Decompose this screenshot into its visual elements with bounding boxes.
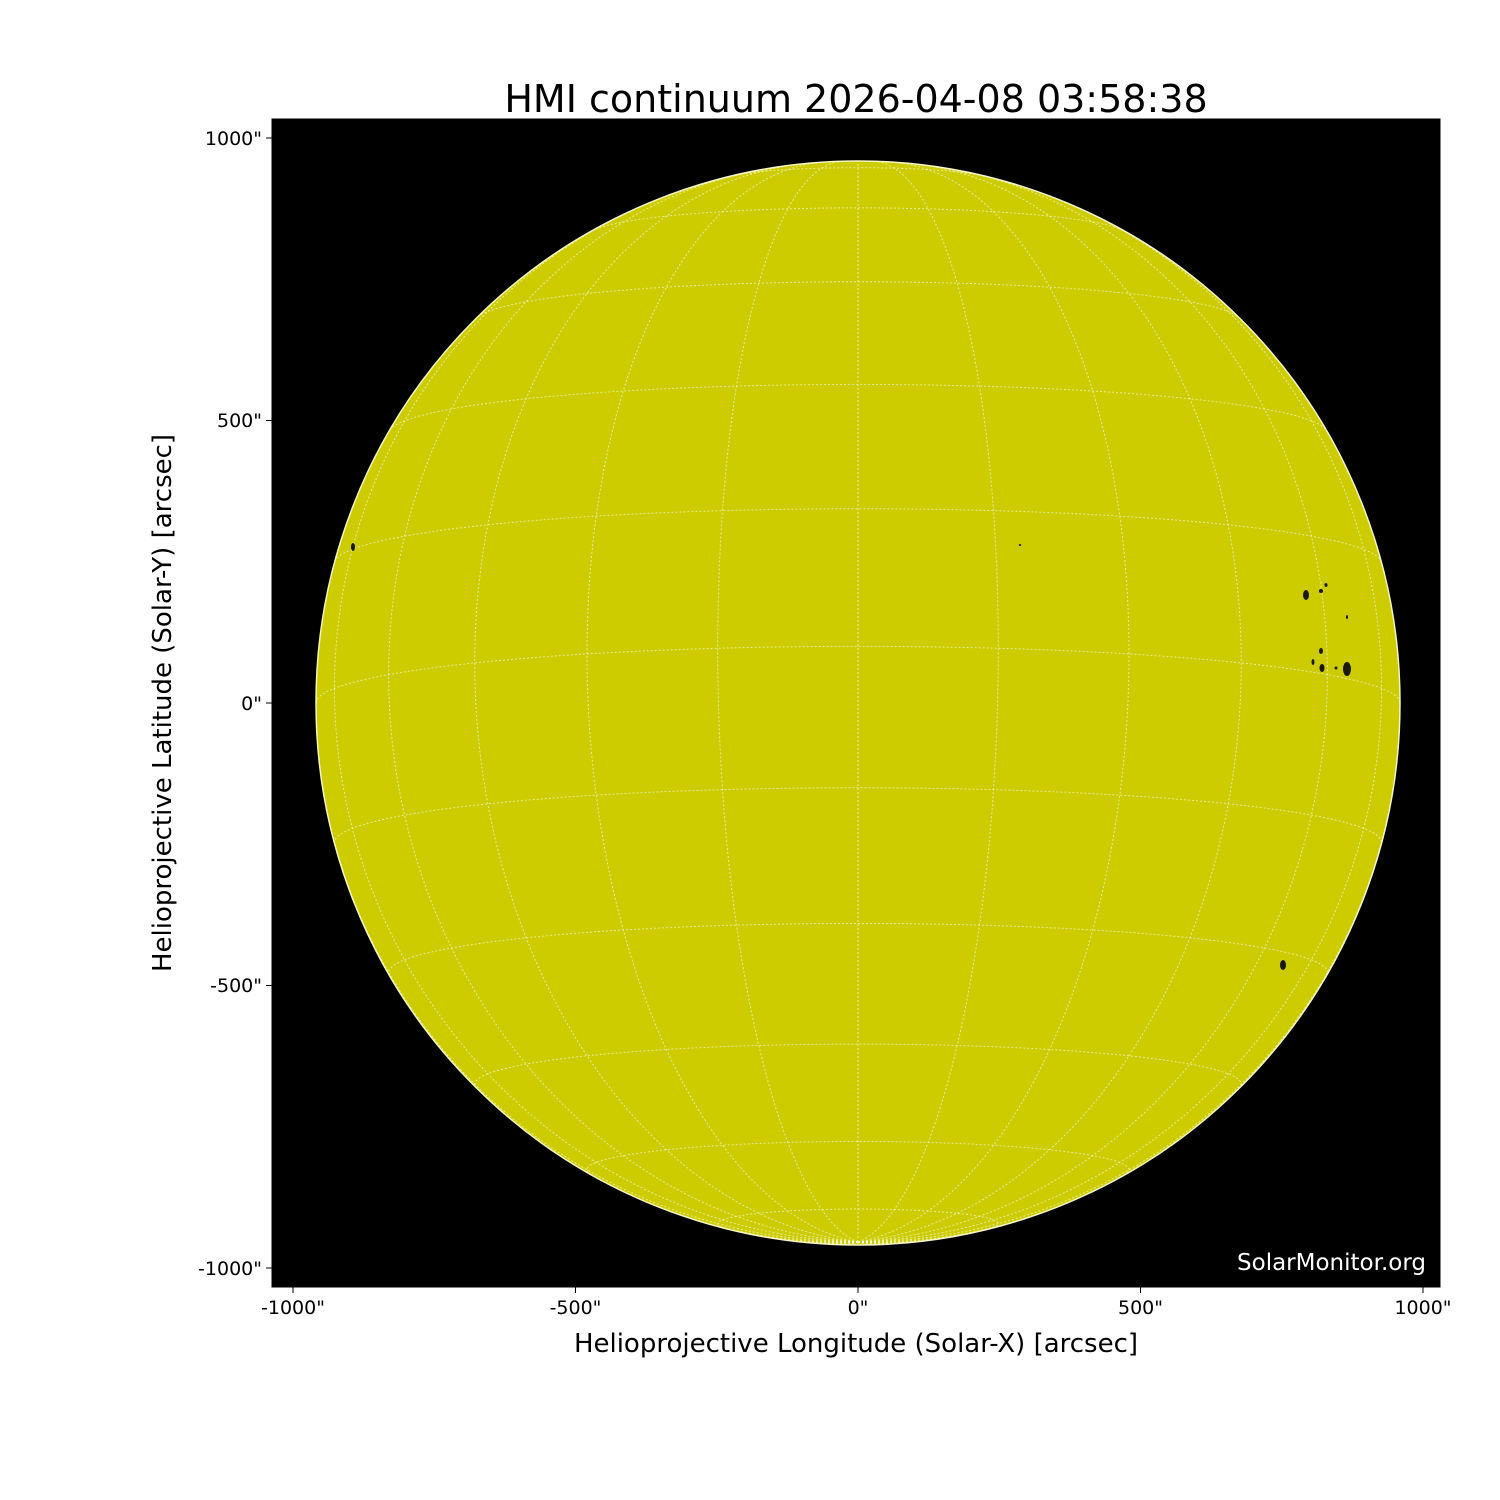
latitude-line <box>586 1141 1130 1176</box>
sunspot <box>1319 648 1323 654</box>
latitude-line <box>388 923 1328 976</box>
x-tick-label: 0" <box>848 1297 869 1319</box>
y-tick-label: 500" <box>217 410 262 432</box>
watermark: SolarMonitor.org <box>1237 1250 1426 1276</box>
longitude-line <box>857 169 1328 1243</box>
sunspot <box>1319 664 1325 672</box>
sunspot <box>1311 659 1315 665</box>
sunspot <box>1324 583 1328 587</box>
longitude-line <box>857 161 999 1243</box>
longitude-line <box>857 1241 873 1245</box>
latitude-line <box>717 1208 999 1230</box>
y-tick-label: -1000" <box>198 1258 262 1280</box>
longitude-line <box>857 1241 912 1244</box>
longitude-line <box>334 200 859 1243</box>
latitude-line <box>389 383 1327 431</box>
y-tick-label: 1000" <box>205 128 262 150</box>
plot-title: HMI continuum 2026-04-08 03:58:38 <box>504 77 1207 121</box>
heliographic-grid <box>316 161 1400 1245</box>
longitude-line <box>717 161 859 1243</box>
latitude-line <box>591 207 1125 232</box>
latitude-line <box>334 787 1382 844</box>
longitude-line <box>857 1241 887 1245</box>
longitude-line <box>768 1237 859 1244</box>
sunspots <box>351 543 1351 970</box>
y-axis-label: Helioprojective Latitude (Solar-Y) [arcs… <box>148 434 178 972</box>
latitude-line <box>477 281 1239 318</box>
sunspot <box>1334 666 1338 670</box>
longitude-line <box>474 163 859 1243</box>
latitude-line <box>729 167 987 177</box>
x-tick-label: -1000" <box>261 1297 325 1319</box>
sunspot <box>1018 544 1022 546</box>
latitude-line <box>316 645 1400 704</box>
sunspot <box>1343 662 1351 676</box>
x-tick-label: 500" <box>1118 1297 1163 1319</box>
longitude-line <box>857 163 1242 1243</box>
sunspot <box>1280 960 1286 970</box>
sunspot <box>1319 589 1323 593</box>
x-axis: -1000" -500" 0" 500" 1000" Helioprojecti… <box>261 1287 1452 1359</box>
x-tick-label: 1000" <box>1394 1297 1451 1319</box>
y-axis: 1000" 500" 0" -500" -1000" Helioprojecti… <box>148 128 272 1280</box>
longitude-line <box>843 1241 859 1245</box>
longitude-line <box>857 1237 948 1244</box>
x-axis-label: Helioprojective Longitude (Solar-X) [arc… <box>574 1329 1138 1359</box>
solar-disk <box>315 160 1401 1246</box>
longitude-line <box>857 200 1382 1243</box>
y-tick-label: -500" <box>210 975 262 997</box>
sunspot <box>1303 590 1309 600</box>
x-tick-label: -500" <box>550 1297 602 1319</box>
sunspot <box>1346 615 1348 619</box>
latitude-line <box>474 1043 1242 1089</box>
y-tick-label: 0" <box>241 693 262 715</box>
longitude-line <box>661 1207 859 1243</box>
sunspot <box>351 543 355 551</box>
longitude-line <box>388 169 859 1243</box>
longitude-line <box>857 1207 1055 1243</box>
